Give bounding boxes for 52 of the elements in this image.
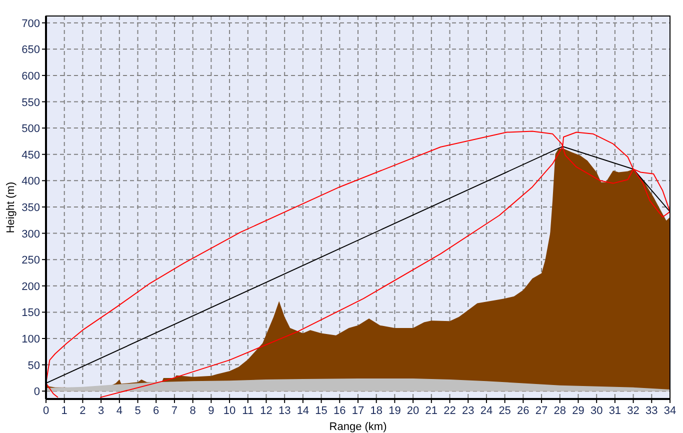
x-tick-label: 10: [223, 405, 236, 417]
y-tick-label: 100: [22, 334, 40, 346]
x-tick-label: 4: [116, 405, 122, 417]
x-tick-label: 22: [444, 405, 456, 417]
x-tick-label: 8: [190, 405, 196, 417]
x-tick-label: 9: [208, 405, 214, 417]
y-tick-label: 600: [22, 70, 40, 82]
y-tick-label: 500: [22, 123, 40, 136]
x-tick-label: 16: [334, 405, 346, 417]
x-tick-label: 20: [406, 405, 420, 417]
x-tick-label: 34: [664, 405, 676, 417]
x-tick-label: 21: [425, 405, 438, 417]
y-tick-label: 200: [22, 280, 40, 293]
y-tick-label: 50: [28, 360, 40, 372]
x-tick-label: 30: [590, 405, 603, 417]
x-tick-label: 1: [61, 405, 68, 417]
x-tick-label: 11: [242, 405, 254, 417]
x-tick-label: 0: [42, 405, 50, 417]
x-tick-label: 29: [572, 405, 584, 417]
x-tick-label: 15: [315, 405, 328, 417]
y-tick-label: 400: [22, 176, 40, 188]
y-tick-label: 300: [22, 228, 40, 240]
x-tick-label: 26: [517, 405, 530, 417]
y-tick-label: 250: [22, 254, 40, 267]
y-tick-label: 550: [22, 96, 40, 109]
x-tick-label: 5: [134, 405, 141, 417]
y-tick-label: 0: [34, 386, 40, 398]
y-tick-label: 150: [22, 307, 40, 320]
x-tick-label: 32: [627, 405, 640, 417]
x-tick-label: 27: [535, 405, 548, 417]
y-tick-label: 650: [22, 44, 40, 56]
x-tick-label: 28: [554, 405, 566, 417]
y-tick-label: 450: [22, 149, 40, 162]
x-tick-label: 23: [462, 405, 474, 417]
x-tick-label: 7: [171, 405, 178, 417]
x-axis-title: Range (km): [329, 421, 387, 433]
x-tick-label: 19: [388, 405, 401, 417]
x-tick-label: 13: [278, 405, 291, 417]
x-tick-label: 18: [370, 405, 382, 417]
x-tick-label: 6: [153, 405, 160, 417]
x-tick-label: 3: [98, 405, 104, 417]
x-tick-label: 14: [296, 405, 310, 417]
y-axis-title: Height (m): [5, 182, 17, 234]
x-tick-label: 33: [646, 405, 658, 417]
x-tick-label: 17: [352, 405, 364, 417]
x-tick-label: 25: [498, 405, 511, 417]
y-tick-label: 700: [22, 18, 40, 30]
y-tick-label: 350: [22, 202, 40, 214]
x-tick-label: 24: [480, 405, 493, 417]
x-tick-label: 12: [260, 405, 272, 417]
x-tick-label: 31: [608, 405, 622, 417]
x-tick-label: 2: [80, 405, 86, 417]
